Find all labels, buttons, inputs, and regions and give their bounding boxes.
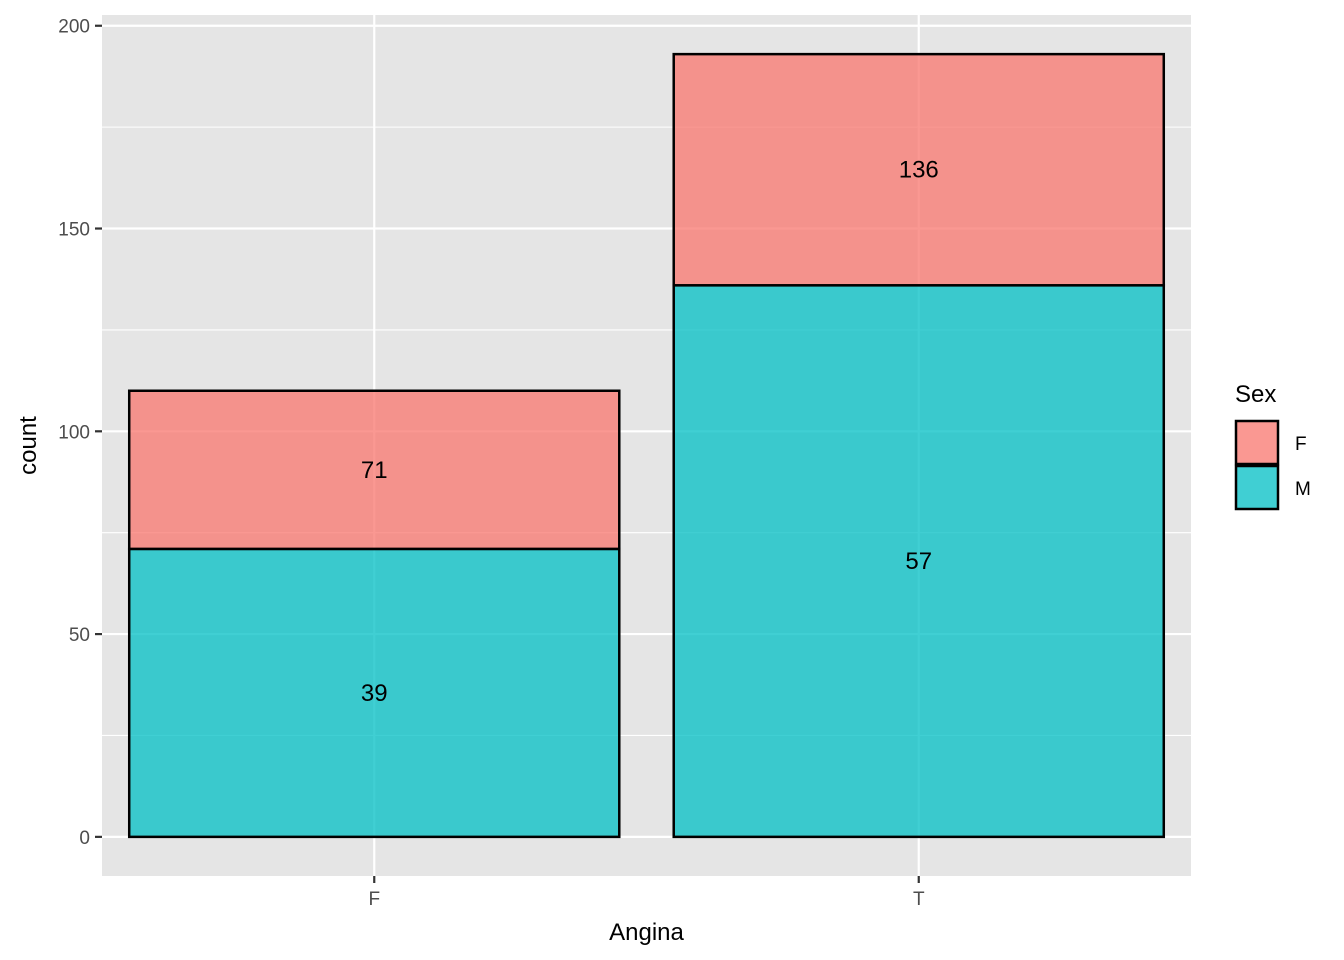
bar-label: 136 (899, 157, 939, 184)
y-tick-label: 0 (79, 828, 90, 849)
bar-segment-F-F (127, 389, 621, 551)
legend-label: F (1295, 434, 1307, 455)
bar-label: 57 (905, 548, 932, 575)
bar-label: 39 (361, 680, 388, 707)
y-tick-label: 100 (58, 422, 90, 443)
x-tick-label: F (368, 889, 380, 910)
y-tick-label: 150 (58, 220, 90, 241)
bar-label: 71 (361, 457, 388, 484)
x-axis-title: Angina (609, 919, 684, 946)
legend: Sex F M (1234, 381, 1311, 511)
y-axis-title: count (15, 416, 42, 475)
x-tick-label: T (913, 889, 925, 910)
legend-key-F (1234, 419, 1280, 466)
bar-segment-M-T (672, 284, 1166, 839)
y-tick-label: 50 (69, 625, 90, 646)
legend-label: M (1295, 479, 1311, 500)
bar-segment-M-F (127, 547, 621, 839)
legend-title: Sex (1235, 381, 1276, 408)
legend-key-M (1234, 464, 1280, 511)
bar-labels: 39 71 57 136 (361, 157, 939, 707)
bar-segment-F-T (672, 52, 1166, 287)
y-tick-label: 200 (58, 17, 90, 38)
bars (127, 52, 1166, 839)
axes: 0 50 100 150 200 F T (58, 17, 925, 910)
